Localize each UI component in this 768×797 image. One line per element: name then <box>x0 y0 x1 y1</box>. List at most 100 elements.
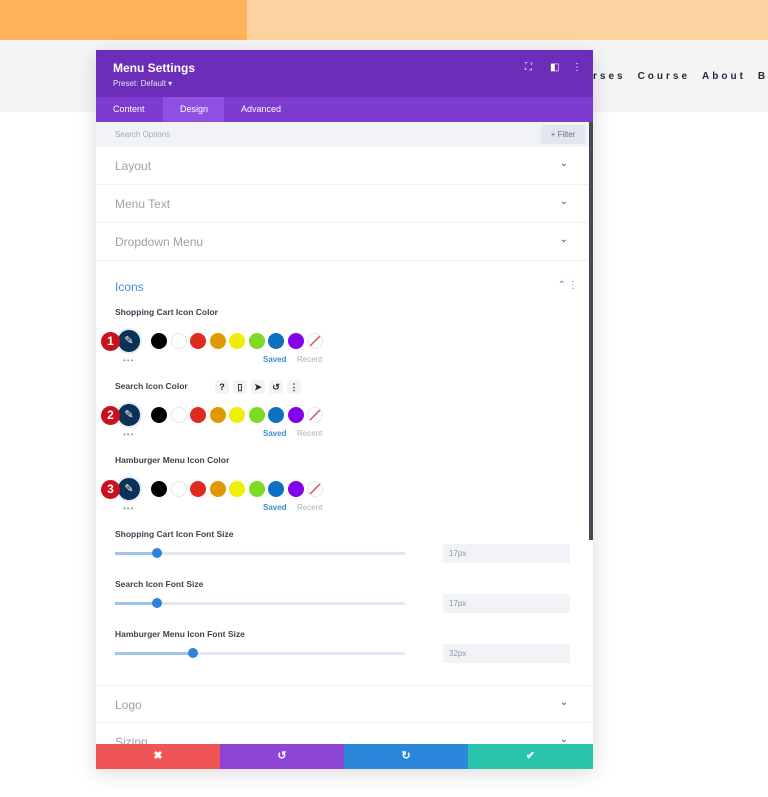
slider-value-input[interactable]: 17px <box>443 544 570 563</box>
search-color-picker: ✎ 2 ••• Saved Recent <box>101 402 330 439</box>
hamburger-color-picker: ✎ 3 ••• Saved Recent <box>101 476 330 513</box>
section-layout[interactable]: Layout ⌄ <box>96 147 590 185</box>
color-swatch[interactable] <box>190 333 206 349</box>
saved-colors-tab[interactable]: Saved <box>263 503 287 512</box>
nav-item[interactable]: About <box>702 71 746 82</box>
color-swatch[interactable] <box>287 333 304 349</box>
section-icons[interactable]: Icons ⌃ ⋮ <box>96 272 590 310</box>
color-swatch[interactable] <box>209 407 226 423</box>
no-color-swatch[interactable] <box>307 481 323 497</box>
step-badge: 2 <box>101 406 120 425</box>
search-input[interactable]: Search Options <box>115 130 171 139</box>
help-icon[interactable]: ? <box>215 380 229 394</box>
slider[interactable] <box>115 598 405 608</box>
color-swatch[interactable] <box>190 407 206 423</box>
no-color-swatch[interactable] <box>307 333 323 349</box>
top-bar-right <box>247 0 768 40</box>
tab-content[interactable]: Content <box>113 104 145 114</box>
reset-icon[interactable]: ↺ <box>269 380 283 394</box>
color-swatch[interactable] <box>229 481 245 497</box>
responsive-icon[interactable]: ▯ <box>233 380 247 394</box>
filter-button[interactable]: + Filter <box>541 125 585 144</box>
color-swatch[interactable] <box>170 333 187 349</box>
color-swatch[interactable] <box>170 407 187 423</box>
color-swatch[interactable] <box>248 333 265 349</box>
section-menu-text[interactable]: Menu Text ⌄ <box>96 185 590 223</box>
scrollbar[interactable] <box>589 122 593 540</box>
eyedropper-icon[interactable]: ✎ <box>116 328 142 354</box>
color-swatch[interactable] <box>190 481 206 497</box>
recent-colors-tab[interactable]: Recent <box>297 355 323 364</box>
color-swatch[interactable] <box>248 407 265 423</box>
top-bar-left <box>0 0 247 40</box>
color-swatch[interactable] <box>229 333 245 349</box>
slider-thumb[interactable] <box>188 648 199 658</box>
slider-thumb[interactable] <box>152 598 163 608</box>
color-swatch[interactable] <box>287 407 304 423</box>
saved-colors-tab[interactable]: Saved <box>263 355 287 364</box>
focus-icon[interactable]: ⛶ <box>525 62 532 73</box>
tab-design[interactable]: Design <box>163 97 224 122</box>
slider[interactable] <box>115 648 405 658</box>
hover-icon[interactable]: ➤ <box>251 380 265 394</box>
field-label: Hamburger Menu Icon Font Size <box>115 629 245 639</box>
color-swatch[interactable] <box>268 407 284 423</box>
cancel-button[interactable]: ✖ <box>96 744 220 769</box>
nav-item[interactable]: Course <box>637 71 691 82</box>
more-icon[interactable]: ⋮ <box>568 280 578 291</box>
section-logo[interactable]: Logo ⌄ <box>96 685 590 723</box>
field-label: Search Icon Color ? ▯ ➤ ↺ ⋮ <box>115 380 301 394</box>
save-button[interactable]: ✔ <box>468 744 593 769</box>
menu-settings-modal: Menu Settings Preset: Default ▾ ⛶ ◧ ⋮ Co… <box>96 50 593 769</box>
more-icon[interactable]: ⋮ <box>572 62 582 73</box>
recent-colors-tab[interactable]: Recent <box>297 503 323 512</box>
section-label: Dropdown Menu <box>115 235 204 249</box>
field-label: Shopping Cart Icon Font Size <box>115 529 234 539</box>
chevron-up-icon: ⌃ <box>557 280 566 291</box>
color-swatch[interactable] <box>229 407 245 423</box>
color-swatch[interactable] <box>170 481 187 497</box>
color-swatch[interactable] <box>209 481 226 497</box>
section-label: Icons <box>115 280 144 294</box>
more-dots-icon[interactable]: ••• <box>123 356 135 365</box>
field-label: Shopping Cart Icon Color <box>115 307 218 317</box>
color-swatch[interactable] <box>151 481 167 497</box>
section-label: Layout <box>115 159 152 173</box>
color-swatch[interactable] <box>287 481 304 497</box>
color-swatch[interactable] <box>151 407 167 423</box>
more-icon[interactable]: ⋮ <box>287 380 301 394</box>
shopping-cart-color-picker: ✎ 1 ••• Saved Recent <box>101 328 330 365</box>
search-options[interactable]: Search Options + Filter <box>96 122 593 147</box>
nav-item[interactable]: rses <box>593 71 626 82</box>
slider[interactable] <box>115 548 405 558</box>
recent-colors-tab[interactable]: Recent <box>297 429 323 438</box>
color-swatch[interactable] <box>268 481 284 497</box>
step-badge: 3 <box>101 480 120 499</box>
split-view-icon[interactable]: ◧ <box>550 62 560 73</box>
saved-colors-tab[interactable]: Saved <box>263 429 287 438</box>
slider-value-input[interactable]: 17px <box>443 594 570 613</box>
section-dropdown-menu[interactable]: Dropdown Menu ⌄ <box>96 223 590 261</box>
more-dots-icon[interactable]: ••• <box>123 504 135 513</box>
modal-title: Menu Settings <box>113 61 196 75</box>
field-label-text: Search Icon Color <box>115 381 188 391</box>
color-swatch[interactable] <box>248 481 265 497</box>
slider-thumb[interactable] <box>152 548 163 558</box>
section-label: Menu Text <box>115 197 171 211</box>
redo-button[interactable]: ↻ <box>344 744 468 769</box>
chevron-down-icon: ⌄ <box>559 734 568 745</box>
color-swatch[interactable] <box>268 333 284 349</box>
modal-header: Menu Settings Preset: Default ▾ ⛶ ◧ ⋮ <box>96 50 593 97</box>
chevron-down-icon: ⌄ <box>559 196 568 207</box>
no-color-swatch[interactable] <box>307 407 323 423</box>
preset-select[interactable]: Preset: Default ▾ <box>113 79 173 88</box>
tab-advanced[interactable]: Advanced <box>241 104 282 114</box>
color-swatch[interactable] <box>209 333 226 349</box>
slider-fill <box>115 602 158 605</box>
more-dots-icon[interactable]: ••• <box>123 430 135 439</box>
color-swatch[interactable] <box>151 333 167 349</box>
nav-item[interactable]: Bl <box>757 71 768 82</box>
step-badge: 1 <box>101 332 120 351</box>
undo-button[interactable]: ↺ <box>220 744 344 769</box>
slider-value-input[interactable]: 32px <box>443 644 570 663</box>
